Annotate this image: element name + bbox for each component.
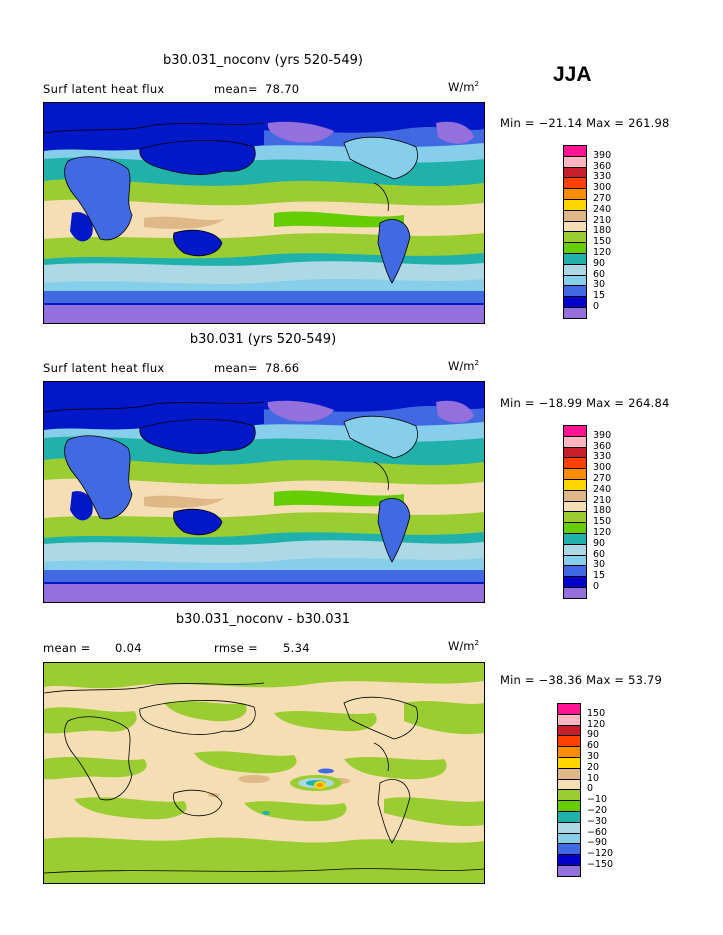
season-label: JJA (553, 63, 592, 86)
panel-1-colorbar-label: 300 (593, 182, 612, 194)
panel-1-minmax: Min = −21.14 Max = 261.98 (500, 116, 670, 130)
panel-2-units: W/m2 (448, 359, 479, 373)
panel-3-units: W/m2 (448, 639, 479, 653)
panel-2-title: b30.031 (yrs 520-549) (189, 332, 337, 347)
panel-1-colorbar-swatch (563, 307, 587, 319)
panel-2-colorbar-label: 30 (593, 559, 606, 571)
panel-2-colorbar-swatch (563, 587, 587, 599)
panel-3-colorbar-label: −10 (587, 794, 608, 806)
panel-3-colorbar: 150 120 90 60 30 20 10 0 −10 −20 −30 −60 −90 −120 −150 (557, 703, 617, 878)
panel-3-colorbar-label: −90 (587, 837, 608, 849)
difference-map (44, 663, 484, 883)
panel-3-colorbar-label: 60 (587, 740, 600, 752)
panel-1-colorbar-label: 15 (593, 290, 606, 302)
panel-1-colorbar-label: 180 (593, 225, 612, 237)
panel-1-colorbar-label: 330 (593, 171, 612, 183)
panel-2-map (43, 381, 485, 603)
panel-2-colorbar-label: 90 (593, 537, 606, 549)
panel-2-colorbar-label: 390 (593, 429, 612, 441)
panel-3-rmse-value: 5.34 (283, 641, 310, 655)
panel-2-colorbar-label: 180 (593, 505, 612, 517)
panel-3-colorbar-label: −30 (587, 815, 608, 827)
panel-3-rmse-label: rmse = (214, 641, 258, 655)
panel-1-colorbar: 390 360 330 300 270 240 210 180 150 120 90 60 30 15 0 (563, 145, 623, 320)
panel-2-colorbar-label: 60 (593, 548, 606, 560)
panel-1-units: W/m2 (448, 80, 479, 94)
latent-heat-flux-map-2 (44, 382, 484, 602)
panel-1-colorbar-label: 150 (593, 236, 612, 248)
panel-1-colorbar-label: 90 (593, 257, 606, 269)
panel-3-colorbar-label: 10 (587, 772, 600, 784)
panel-1-colorbar-label: 360 (593, 160, 612, 172)
panel-3-colorbar-label: 20 (587, 761, 600, 773)
panel-3-colorbar-label: 30 (587, 751, 600, 762)
panel-1-colorbar-label: 0 (593, 301, 600, 312)
panel-2-colorbar-label: 120 (593, 527, 612, 538)
panel-2-minmax: Min = −18.99 Max = 264.84 (500, 396, 670, 410)
panel-1-colorbar-label: 60 (593, 268, 606, 280)
panel-2-colorbar: 390 360 330 300 270 240 210 180 150 120 90 60 30 15 0 (563, 425, 623, 600)
panel-3-colorbar-swatch (557, 865, 581, 877)
panel-2-colorbar-label: 150 (593, 516, 612, 528)
panel-2-colorbar-label: 360 (593, 440, 612, 452)
panel-1-colorbar-label: 30 (593, 279, 606, 291)
panel-3-colorbar-label: 120 (587, 718, 606, 730)
panel-2-colorbar-label: 240 (593, 483, 612, 495)
panel-1-colorbar-label: 210 (593, 214, 612, 226)
panel-2-colorbar-label: 300 (593, 462, 612, 474)
panel-2-field-label: Surf latent heat flux (43, 361, 165, 375)
panel-3-mean-value: 0.04 (115, 641, 142, 655)
panel-3-colorbar-label: 90 (587, 729, 600, 741)
panel-1-field-label: Surf latent heat flux (43, 82, 165, 96)
panel-1-colorbar-label: 240 (593, 203, 612, 215)
panel-3-title: b30.031_noconv - b30.031 (175, 612, 351, 627)
panel-3-colorbar-label: 150 (587, 707, 606, 719)
panel-3-map (43, 662, 485, 884)
panel-2-colorbar-label: 330 (593, 451, 612, 463)
panel-1-map (43, 102, 485, 324)
panel-1-colorbar-label: 120 (593, 247, 612, 258)
panel-3-colorbar-label: −150 (587, 859, 614, 870)
panel-1-colorbar-label: 390 (593, 149, 612, 161)
panel-2-colorbar-label: 270 (593, 473, 612, 484)
panel-2-colorbar-label: 15 (593, 570, 606, 582)
panel-3-colorbar-label: −60 (587, 826, 608, 838)
panel-1-colorbar-label: 270 (593, 193, 612, 204)
panel-1-mean-value: 78.70 (265, 82, 300, 96)
panel-1-mean-label: mean= (214, 82, 258, 96)
panel-3-minmax: Min = −38.36 Max = 53.79 (500, 673, 663, 687)
latent-heat-flux-map-1 (44, 103, 484, 323)
panel-2-mean-label: mean= (214, 361, 258, 375)
panel-2-colorbar-label: 0 (593, 581, 600, 592)
panel-1-title: b30.031_noconv (yrs 520-549) (162, 53, 363, 68)
panel-3-colorbar-label: 0 (587, 783, 594, 795)
panel-2-colorbar-label: 210 (593, 494, 612, 506)
panel-3-colorbar-label: −120 (587, 848, 614, 860)
panel-3-mean-label: mean = (43, 641, 91, 655)
panel-3-colorbar-label: −20 (587, 805, 608, 816)
panel-2-mean-value: 78.66 (265, 361, 300, 375)
